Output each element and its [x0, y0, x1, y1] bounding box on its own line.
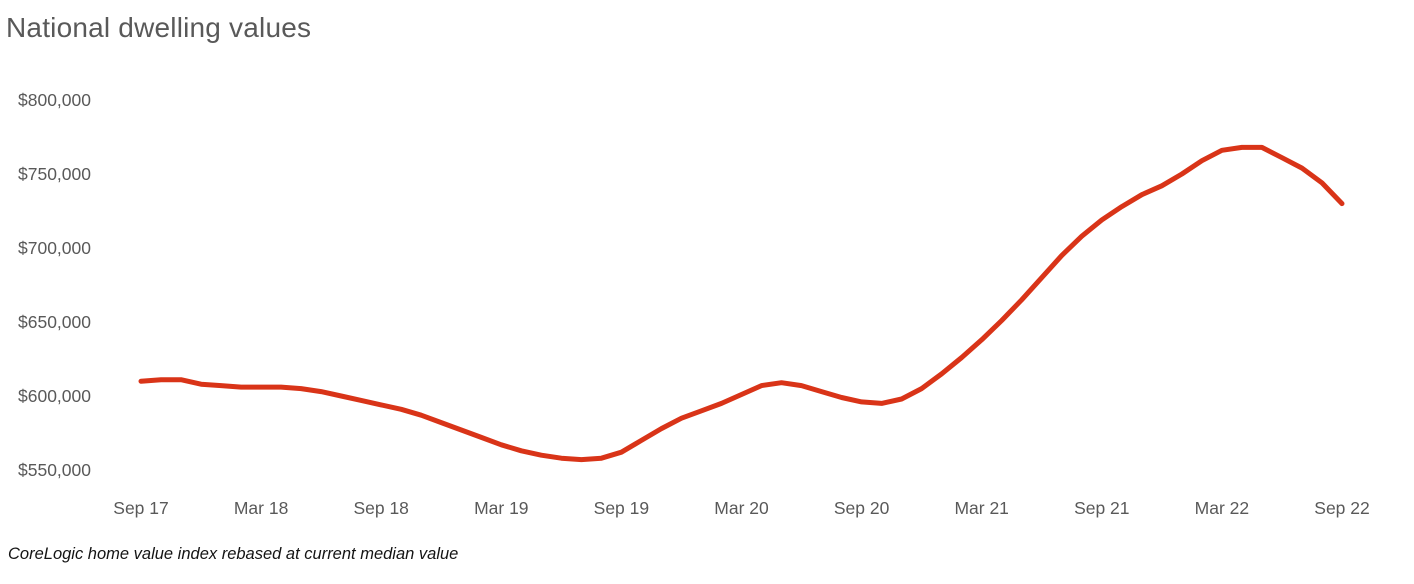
x-axis-label: Sep 22 [1314, 498, 1370, 518]
y-axis-label: $550,000 [18, 460, 91, 480]
x-axis-label: Mar 18 [233, 498, 289, 518]
x-axis-label: Mar 20 [714, 498, 769, 518]
x-axis-label: Mar 19 [474, 498, 529, 518]
x-axis-label: Sep 17 [113, 498, 169, 518]
x-axis-label: Mar 22 [1194, 498, 1250, 518]
x-axis-label: Sep 18 [353, 498, 409, 518]
x-axis-label: Sep 21 [1074, 498, 1130, 518]
y-axis-label: $800,000 [18, 90, 91, 110]
x-axis-label: Sep 20 [833, 498, 890, 518]
y-axis-label: $700,000 [18, 238, 91, 258]
dwelling-value-line [138, 144, 1345, 463]
chart-title: National dwelling values [6, 12, 312, 43]
y-axis-label: $600,000 [18, 386, 91, 406]
x-axis-label: Mar 21 [954, 498, 1009, 518]
x-axis-label: Sep 19 [593, 498, 650, 518]
y-axis-label: $650,000 [18, 312, 91, 332]
chart-footnote: CoreLogic home value index rebased at cu… [8, 545, 459, 563]
y-axis-label: $750,000 [18, 164, 91, 184]
